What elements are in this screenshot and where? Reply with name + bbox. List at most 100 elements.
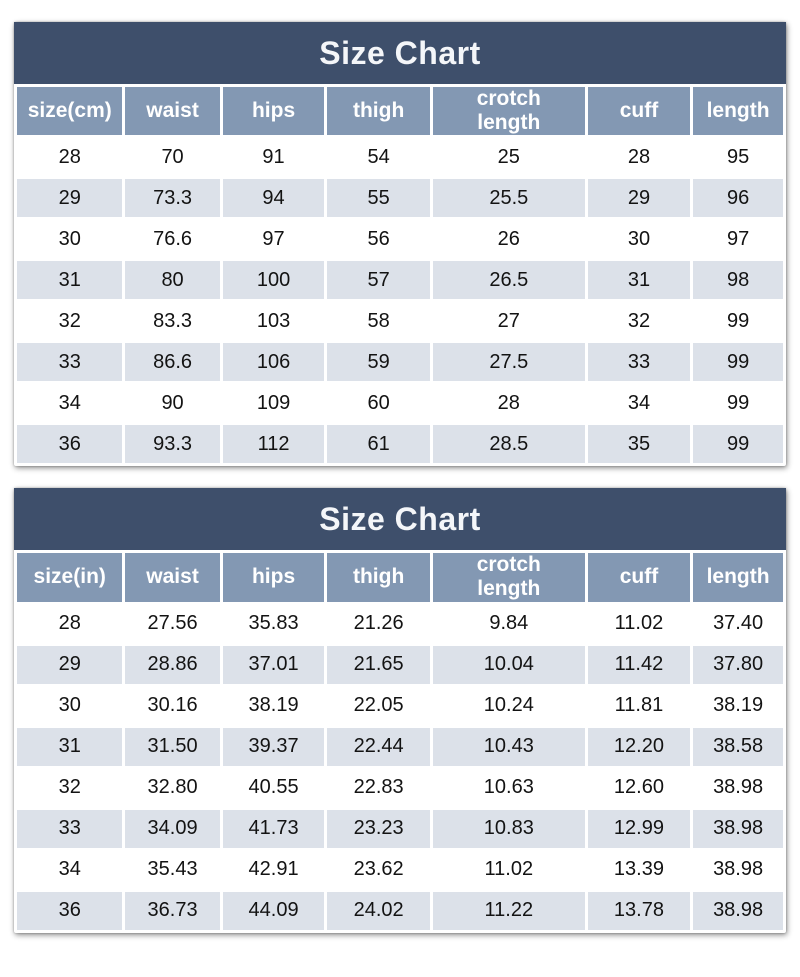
data-cell: 34	[17, 384, 123, 423]
header-cell: waist	[125, 553, 220, 602]
data-cell: 61	[327, 425, 430, 464]
data-cell: 24.02	[327, 891, 430, 930]
header-cell: hips	[222, 553, 325, 602]
data-cell: 41.73	[222, 809, 325, 848]
size-table-cm: size(cm) waist hips thigh crotch length cuff l…	[14, 84, 786, 466]
header-cell: size(in)	[17, 553, 123, 602]
header-cell: length	[693, 87, 783, 136]
data-cell: 39.37	[222, 727, 325, 766]
table-row: 29 73.3 94 55 25.5 29 96	[17, 179, 783, 218]
data-cell: 26.5	[432, 261, 585, 300]
data-cell: 103	[222, 302, 325, 341]
data-cell: 99	[693, 343, 783, 382]
data-cell: 30.16	[125, 686, 220, 725]
data-cell: 27.5	[432, 343, 585, 382]
data-cell: 56	[327, 220, 430, 259]
data-cell: 21.65	[327, 645, 430, 684]
header-cell: thigh	[327, 87, 430, 136]
table-row: 31 80 100 57 26.5 31 98	[17, 261, 783, 300]
table-title: Size Chart	[14, 22, 786, 84]
header-cell: hips	[222, 87, 325, 136]
data-cell: 109	[222, 384, 325, 423]
data-cell: 80	[125, 261, 220, 300]
data-cell: 70	[125, 138, 220, 177]
data-cell: 31.50	[125, 727, 220, 766]
data-cell: 91	[222, 138, 325, 177]
data-cell: 30	[17, 220, 123, 259]
data-cell: 22.05	[327, 686, 430, 725]
data-cell: 13.39	[587, 850, 691, 889]
data-cell: 59	[327, 343, 430, 382]
data-cell: 9.84	[432, 604, 585, 643]
data-cell: 60	[327, 384, 430, 423]
data-cell: 12.20	[587, 727, 691, 766]
size-chart-in: Size Chart size(in) waist hips thigh crotch …	[14, 488, 786, 933]
data-cell: 99	[693, 425, 783, 464]
data-cell: 38.98	[693, 891, 783, 930]
table-row: 30 30.16 38.19 22.05 10.24 11.81 38.19	[17, 686, 783, 725]
data-cell: 31	[587, 261, 691, 300]
data-cell: 22.83	[327, 768, 430, 807]
table-row: 36 93.3 112 61 28.5 35 99	[17, 425, 783, 464]
data-cell: 10.43	[432, 727, 585, 766]
data-cell: 55	[327, 179, 430, 218]
table-row: 28 70 91 54 25 28 95	[17, 138, 783, 177]
table-row: 32 83.3 103 58 27 32 99	[17, 302, 783, 341]
data-cell: 100	[222, 261, 325, 300]
data-cell: 25	[432, 138, 585, 177]
data-cell: 42.91	[222, 850, 325, 889]
table-row: 30 76.6 97 56 26 30 97	[17, 220, 783, 259]
data-cell: 99	[693, 384, 783, 423]
data-cell: 34	[587, 384, 691, 423]
table-body: 28 27.56 35.83 21.26 9.84 11.02 37.40 29 28.86 37…	[17, 604, 783, 930]
data-cell: 11.02	[432, 850, 585, 889]
data-cell: 27.56	[125, 604, 220, 643]
table-row: 31 31.50 39.37 22.44 10.43 12.20 38.58	[17, 727, 783, 766]
data-cell: 12.99	[587, 809, 691, 848]
header-cell: size(cm)	[17, 87, 123, 136]
table-header: size(cm) waist hips thigh crotch length cuff l…	[17, 87, 783, 136]
header-cell: cuff	[587, 553, 691, 602]
data-cell: 23.23	[327, 809, 430, 848]
data-cell: 54	[327, 138, 430, 177]
table-row: 32 32.80 40.55 22.83 10.63 12.60 38.98	[17, 768, 783, 807]
data-cell: 29	[587, 179, 691, 218]
data-cell: 32	[587, 302, 691, 341]
data-cell: 57	[327, 261, 430, 300]
data-cell: 26	[432, 220, 585, 259]
data-cell: 32	[17, 302, 123, 341]
header-cell: waist	[125, 87, 220, 136]
data-cell: 38.19	[693, 686, 783, 725]
data-cell: 76.6	[125, 220, 220, 259]
data-cell: 10.24	[432, 686, 585, 725]
data-cell: 83.3	[125, 302, 220, 341]
data-cell: 112	[222, 425, 325, 464]
data-cell: 11.42	[587, 645, 691, 684]
data-cell: 90	[125, 384, 220, 423]
data-cell: 10.83	[432, 809, 585, 848]
header-row: size(cm) waist hips thigh crotch length cuff l…	[17, 87, 783, 136]
data-cell: 35.83	[222, 604, 325, 643]
data-cell: 30	[587, 220, 691, 259]
data-cell: 36	[17, 891, 123, 930]
table-row: 36 36.73 44.09 24.02 11.22 13.78 38.98	[17, 891, 783, 930]
data-cell: 38.58	[693, 727, 783, 766]
data-cell: 22.44	[327, 727, 430, 766]
table-row: 34 35.43 42.91 23.62 11.02 13.39 38.98	[17, 850, 783, 889]
data-cell: 38.19	[222, 686, 325, 725]
data-cell: 32.80	[125, 768, 220, 807]
data-cell: 11.81	[587, 686, 691, 725]
data-cell: 31	[17, 261, 123, 300]
data-cell: 38.98	[693, 809, 783, 848]
header-cell: crotch length	[432, 87, 585, 136]
data-cell: 40.55	[222, 768, 325, 807]
data-cell: 36.73	[125, 891, 220, 930]
data-cell: 36	[17, 425, 123, 464]
data-cell: 33	[587, 343, 691, 382]
data-cell: 73.3	[125, 179, 220, 218]
data-cell: 38.98	[693, 850, 783, 889]
data-cell: 34.09	[125, 809, 220, 848]
data-cell: 30	[17, 686, 123, 725]
data-cell: 10.63	[432, 768, 585, 807]
